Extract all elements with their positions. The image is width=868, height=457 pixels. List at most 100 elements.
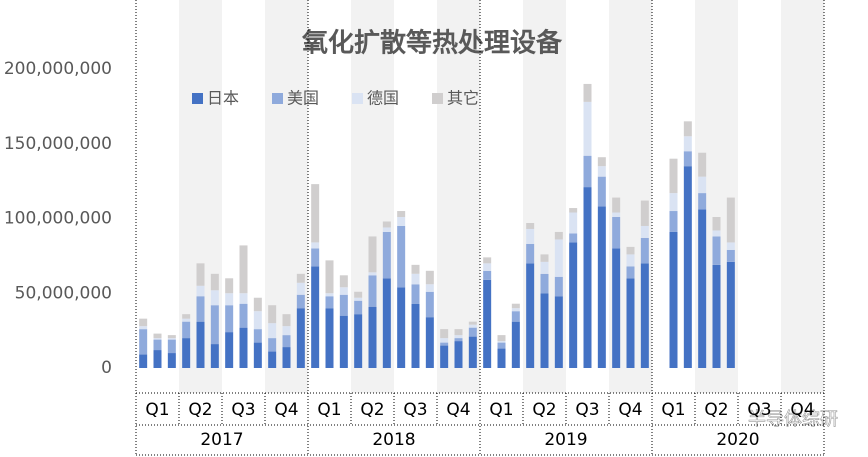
- x-quarter-label: Q4: [790, 400, 814, 420]
- bar-segment: [239, 303, 248, 328]
- bar-segment: [382, 221, 391, 228]
- bar-segment: [282, 314, 291, 327]
- bar-segment: [167, 353, 176, 368]
- bar-segment: [253, 342, 262, 368]
- bar-segment: [569, 233, 578, 243]
- bar-segment: [239, 245, 248, 294]
- bar-segment: [612, 197, 621, 213]
- bar-segment: [167, 338, 176, 340]
- y-tick-label: 100,000,000: [4, 209, 112, 229]
- bar-segment: [597, 206, 606, 368]
- bar-segment: [354, 314, 363, 368]
- bar-segment: [612, 248, 621, 368]
- x-quarter-label: Q3: [403, 400, 427, 420]
- bar-segment: [196, 285, 205, 297]
- bar-segment: [483, 279, 492, 368]
- bar-segment: [311, 184, 320, 243]
- bar-segment: [669, 158, 678, 194]
- bar-segment: [683, 166, 692, 368]
- bar-segment: [468, 321, 477, 325]
- bar-segment: [411, 273, 420, 285]
- legend-label: 日本: [207, 89, 239, 108]
- bar-segment: [311, 248, 320, 267]
- y-tick-label: 200,000,000: [4, 59, 112, 79]
- bar-segment: [440, 342, 449, 346]
- bar-segment: [669, 231, 678, 368]
- bar-segment: [196, 321, 205, 368]
- bar-segment: [669, 211, 678, 232]
- x-quarter-label: Q4: [274, 400, 298, 420]
- bar-segment: [483, 257, 492, 264]
- bar-segment: [468, 327, 477, 337]
- bar-segment: [196, 296, 205, 322]
- bar-segment: [483, 270, 492, 280]
- bar-segment: [382, 231, 391, 279]
- bar-segment: [425, 284, 434, 292]
- bar-segment: [296, 308, 305, 368]
- bar-segment: [325, 293, 334, 297]
- bar-segment: [454, 329, 463, 336]
- x-year-label: 2019: [544, 430, 587, 450]
- bar-segment: [225, 332, 234, 368]
- bar-segment: [511, 308, 520, 312]
- bar-segment: [354, 300, 363, 315]
- bar-segment: [210, 290, 219, 306]
- x-year-label: 2017: [200, 430, 243, 450]
- x-year-label: 2018: [372, 430, 415, 450]
- y-tick-label: 50,000,000: [15, 283, 112, 303]
- bar-segment: [454, 341, 463, 368]
- legend-swatch: [352, 93, 363, 104]
- bar-segment: [354, 297, 363, 301]
- bar-segment: [153, 338, 162, 340]
- bar-segment: [440, 329, 449, 339]
- bar-segment: [712, 264, 721, 368]
- bar-segment: [483, 263, 492, 271]
- bar-segment: [712, 230, 721, 237]
- bar-segment: [325, 260, 334, 294]
- bar-segment: [210, 273, 219, 291]
- y-tick-label: 0: [101, 358, 112, 378]
- bar-segment: [411, 303, 420, 368]
- bar-segment: [726, 261, 735, 368]
- bar-segment: [583, 83, 592, 102]
- bar-segment: [526, 228, 535, 244]
- x-quarter-label: Q1: [661, 400, 685, 420]
- bar-segment: [526, 263, 535, 368]
- x-quarter-label: Q3: [747, 400, 771, 420]
- bar-segment: [726, 249, 735, 262]
- bar-segment: [425, 270, 434, 285]
- bar-segment: [325, 296, 334, 309]
- bar-segment: [597, 157, 606, 167]
- bar-segment: [182, 318, 191, 322]
- bar-segment: [139, 318, 148, 327]
- bar-segment: [139, 326, 148, 330]
- bar-segment: [382, 278, 391, 368]
- bar-segment: [698, 152, 707, 177]
- bar-segment: [554, 296, 563, 368]
- bar-segment: [397, 287, 406, 368]
- bar-segment: [397, 225, 406, 288]
- bar-segment: [296, 282, 305, 295]
- bar-segment: [239, 327, 248, 368]
- bar-segment: [497, 335, 506, 342]
- legend-swatch: [272, 93, 283, 104]
- bar-segment: [626, 254, 635, 267]
- bar-segment: [339, 275, 348, 288]
- x-quarter-label: Q1: [145, 400, 169, 420]
- bar-segment: [339, 294, 348, 316]
- bar-segment: [368, 236, 377, 273]
- bar-segment: [468, 324, 477, 328]
- bar-segment: [268, 338, 277, 352]
- bar-segment: [268, 305, 277, 324]
- bar-segment: [626, 246, 635, 255]
- bar-segment: [268, 351, 277, 368]
- bar-segment: [569, 212, 578, 234]
- bar-segment: [669, 193, 678, 212]
- bar-segment: [712, 236, 721, 265]
- bar-segment: [153, 350, 162, 368]
- legend-swatch: [192, 93, 203, 104]
- bar-segment: [339, 287, 348, 295]
- bar-segment: [497, 342, 506, 349]
- bar-segment: [368, 275, 377, 307]
- band: [781, 0, 824, 393]
